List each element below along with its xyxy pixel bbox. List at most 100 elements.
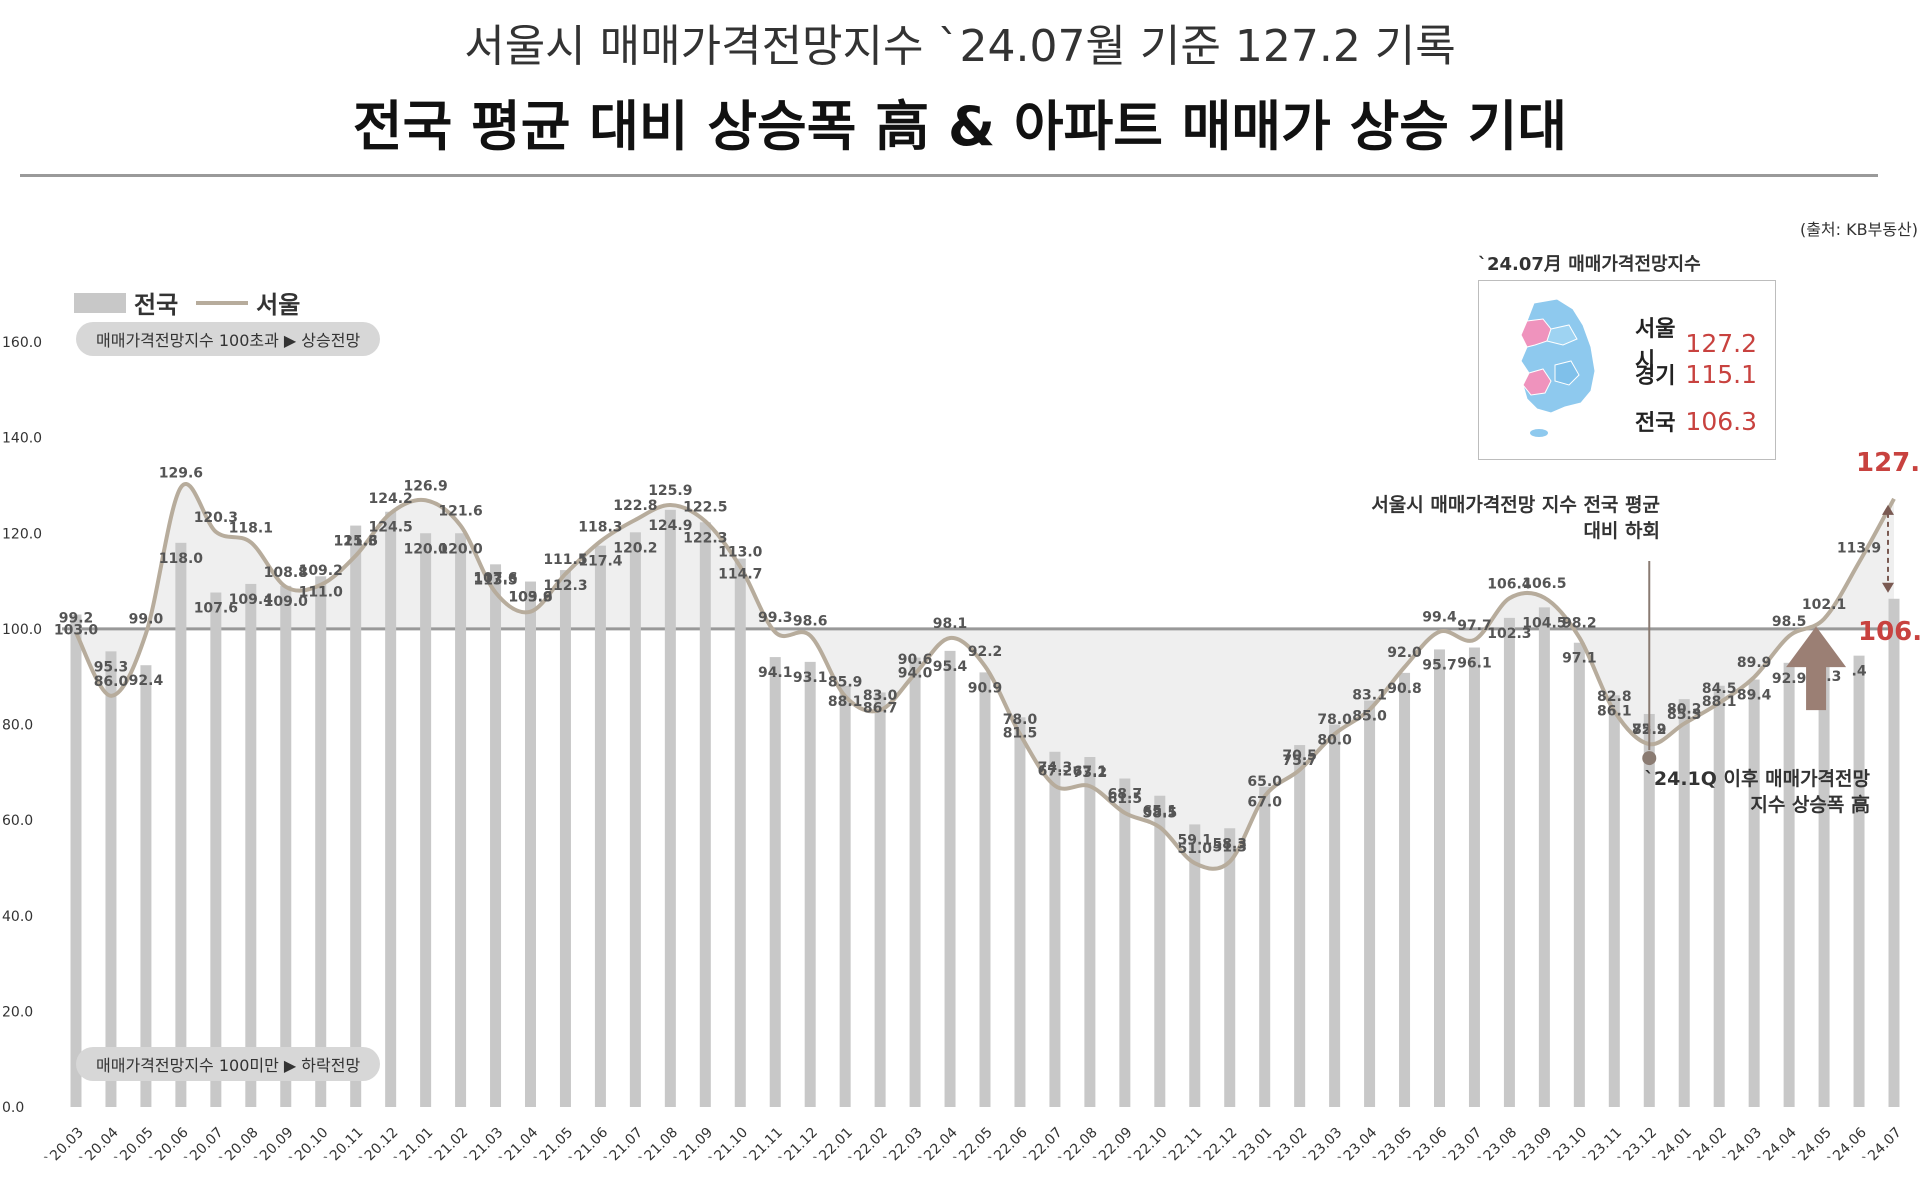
up-arrow-icon	[1786, 626, 1847, 711]
chart-subtitle: 서울시 매매가격전망지수 `24.07월 기준 127.2 기록	[464, 21, 1456, 72]
line-data-label: 84.5	[1702, 681, 1737, 697]
pill-above-100: 매매가격전망지수 100초과 ▶ 상승전망	[76, 322, 381, 356]
bar-data-label: 102.3	[1487, 626, 1531, 642]
bar-data-label: 103.0	[54, 623, 99, 639]
line-data-label: 58.5	[1143, 805, 1178, 821]
bar-data-label: 114.7	[718, 567, 762, 583]
annotation-below-average: 서울시 매매가격전망 지수 전국 평균 대비 하회	[1371, 494, 1660, 542]
bar-data-label: 122.3	[683, 530, 727, 546]
line-data-label: 92.0	[1387, 645, 1422, 661]
x-tick-label: `23.06	[1406, 1124, 1451, 1169]
line-data-label: 121.6	[438, 504, 482, 520]
bar-data-label: 92.4	[129, 673, 164, 689]
x-tick-label: `21.07	[602, 1125, 647, 1170]
bar-national	[594, 545, 606, 1107]
line-data-label: 89.9	[1737, 655, 1772, 671]
x-tick-label: `24.05	[1790, 1125, 1835, 1170]
gap-arrow-up-icon	[1882, 504, 1894, 515]
bar-national	[1678, 699, 1690, 1107]
bar-data-label: 81.5	[1003, 725, 1038, 741]
korea-map-icon	[1520, 298, 1596, 437]
bar-data-label: 90.9	[968, 680, 1003, 696]
bar-national	[804, 661, 816, 1107]
bar-national	[490, 564, 502, 1107]
bar-national	[1119, 778, 1131, 1107]
bar-data-label: 109.9	[508, 590, 552, 606]
x-tick-label: `23.05	[1371, 1125, 1416, 1170]
line-data-label: 83.1	[1352, 688, 1387, 704]
bar-national	[1713, 685, 1725, 1107]
bar-national	[140, 665, 152, 1107]
bar-data-label: 74.3	[1038, 760, 1073, 776]
bar-national	[1399, 672, 1411, 1107]
inset-row-national: 전국 106.3	[1635, 405, 1757, 437]
line-data-label: 106.4	[1487, 576, 1532, 592]
line-data-label: 102.1	[1802, 597, 1846, 613]
bar-national	[1329, 724, 1341, 1107]
inset-row-gyeonggi: 경기 115.1	[1635, 358, 1757, 390]
x-tick-label: `20.11	[322, 1125, 367, 1170]
line-data-label: 67.2	[1038, 764, 1073, 780]
line-data-label: 99.3	[758, 610, 793, 626]
line-data-label: 82.8	[1597, 689, 1632, 705]
line-data-label: 109.2	[299, 563, 343, 579]
line-data-label: 129.6	[159, 465, 203, 481]
bar-national	[1154, 795, 1166, 1107]
line-data-label: 103.6	[508, 590, 552, 606]
bar-data-label: 58.3	[1212, 836, 1247, 852]
inset-label-national: 전국	[1635, 411, 1676, 436]
bar-data-label: 107.6	[194, 601, 238, 617]
x-tick-label: `23.02	[1266, 1125, 1311, 1170]
legend-bar-label: 전국	[134, 291, 179, 319]
inset-title: `24.07月 매매가격전망지수	[1478, 254, 1701, 275]
line-data-label: 61.5	[1108, 791, 1143, 807]
x-tick-label: `22.06	[986, 1124, 1031, 1169]
line-data-label: 122.8	[613, 498, 657, 514]
x-tick-label: `24.02	[1685, 1125, 1730, 1170]
x-tick-label: `24.07	[1860, 1125, 1905, 1170]
source-note: (출처: KB부동산)	[1799, 220, 1918, 239]
bar-data-label: 68.7	[1108, 787, 1143, 803]
line-data-label: 107.6	[473, 571, 517, 587]
bar-data-label: 59.1	[1177, 832, 1212, 848]
bar-national	[1259, 786, 1271, 1107]
bar-national	[70, 614, 82, 1107]
x-tick-label: `24.03	[1720, 1125, 1765, 1170]
bar-national	[350, 525, 362, 1107]
bar-national	[874, 692, 886, 1107]
bar-national	[175, 542, 187, 1107]
x-tick-label: `20.07	[182, 1125, 227, 1170]
bar-data-label: 104.5	[1522, 615, 1566, 631]
bar-data-label: 124.5	[369, 520, 413, 536]
x-tick-label: `22.01	[811, 1125, 856, 1170]
x-tick-label: `21.08	[637, 1125, 682, 1170]
x-tick-label: `23.10	[1546, 1125, 1591, 1170]
bar-data-label: 93.1	[793, 670, 828, 686]
bar-data-label: 67.0	[1247, 795, 1282, 811]
line-data-label: 98.1	[933, 616, 968, 632]
x-tick-label: `24.06	[1825, 1124, 1870, 1169]
x-tick-label: `21.02	[427, 1125, 472, 1170]
x-tick-label: `22.09	[1091, 1125, 1136, 1170]
x-tick-label: `21.06	[567, 1124, 612, 1169]
bar-data-label: 120.2	[613, 540, 657, 556]
y-tick-label: 20.0	[2, 1004, 33, 1020]
bar-national	[1573, 642, 1585, 1107]
line-data-label: 108.8	[264, 565, 308, 581]
x-tick-label: `22.12	[1196, 1125, 1241, 1170]
title-divider	[20, 174, 1878, 177]
x-tick-label: `23.08	[1476, 1125, 1521, 1170]
inset-label-seoul: 서울시	[1635, 317, 1676, 374]
x-tick-label: `22.04	[916, 1124, 961, 1169]
x-tick-label: `22.02	[846, 1125, 891, 1170]
inset-value-gyeonggi: 115.1	[1685, 359, 1757, 389]
x-tick-label: `22.05	[951, 1125, 996, 1170]
national-end-callout: 106.3	[1858, 617, 1920, 647]
y-tick-label: 40.0	[2, 909, 33, 925]
bar-data-label: 111.0	[299, 584, 344, 600]
bar-data-label: 89.4	[1737, 688, 1772, 704]
x-tick-label: `21.11	[741, 1125, 786, 1170]
bar-data-label: 97.1	[1562, 651, 1597, 667]
annotation-after-q1: `24.1Q 이후 매매가격전망 지수 상승폭 高	[1644, 768, 1870, 816]
line-data-label: 126.9	[403, 478, 447, 494]
